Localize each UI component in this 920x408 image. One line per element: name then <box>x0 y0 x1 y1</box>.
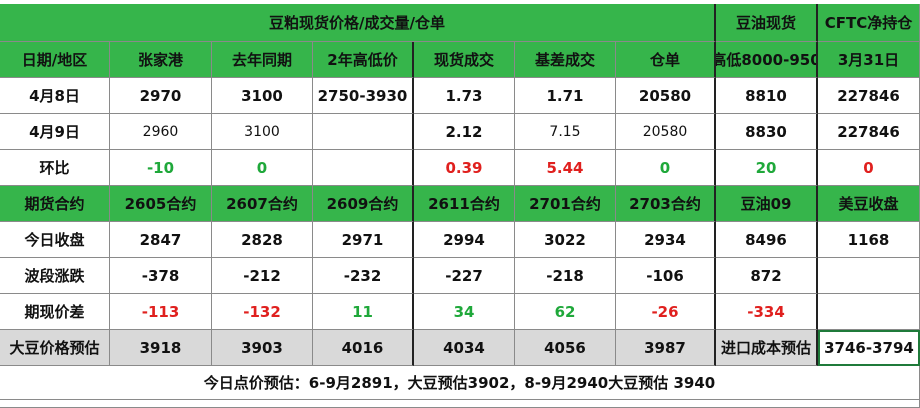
data-cell: 4016 <box>313 330 414 366</box>
header-cell: 现货成交 <box>414 42 515 78</box>
data-cell: 2.12 <box>414 114 515 150</box>
data-cell: -132 <box>212 294 313 330</box>
data-cell: 3746-3794 <box>818 330 920 366</box>
data-cell: 3100 <box>212 114 313 150</box>
data-cell: 进口成本预估 <box>716 330 818 366</box>
header-cell: 张家港 <box>110 42 212 78</box>
footer-note: 今日点价预估：6-9月2891，大豆预估3902，8-9月2940大豆预估 39… <box>0 366 920 400</box>
data-cell <box>313 150 414 186</box>
header-cell: 环比 <box>0 150 110 186</box>
data-cell: 4034 <box>414 330 515 366</box>
data-cell: -26 <box>616 294 716 330</box>
data-cell: -113 <box>110 294 212 330</box>
data-cell: 0 <box>818 150 920 186</box>
data-cell: 0 <box>616 150 716 186</box>
header-cell: 2703合约 <box>616 186 716 222</box>
data-cell: 2994 <box>414 222 515 258</box>
data-cell: -212 <box>212 258 313 294</box>
header-cell: 2605合约 <box>110 186 212 222</box>
data-cell: 2934 <box>616 222 716 258</box>
section-title: 豆油现货 <box>716 4 818 42</box>
data-cell: 8810 <box>716 78 818 114</box>
data-cell: 7.15 <box>515 114 616 150</box>
data-cell: 8496 <box>716 222 818 258</box>
data-cell: -334 <box>716 294 818 330</box>
empty-row <box>0 400 920 408</box>
header-cell: 2609合约 <box>313 186 414 222</box>
data-cell: 3100 <box>212 78 313 114</box>
header-cell: 今日收盘 <box>0 222 110 258</box>
data-cell: 2847 <box>110 222 212 258</box>
data-cell: 20 <box>716 150 818 186</box>
data-cell: 1168 <box>818 222 920 258</box>
data-cell <box>313 114 414 150</box>
data-cell: -10 <box>110 150 212 186</box>
data-cell: 3022 <box>515 222 616 258</box>
data-cell: 2960 <box>110 114 212 150</box>
header-cell: 仓单 <box>616 42 716 78</box>
header-cell: 2607合约 <box>212 186 313 222</box>
data-cell: 2971 <box>313 222 414 258</box>
data-cell: 0.39 <box>414 150 515 186</box>
header-cell: 豆油09 <box>716 186 818 222</box>
header-cell: 基差成交 <box>515 42 616 78</box>
data-cell: 1.73 <box>414 78 515 114</box>
data-cell: 20580 <box>616 114 716 150</box>
header-cell: 3月31日 <box>818 42 920 78</box>
data-cell: -378 <box>110 258 212 294</box>
data-cell: 3987 <box>616 330 716 366</box>
header-cell: 期现价差 <box>0 294 110 330</box>
data-cell: 227846 <box>818 114 920 150</box>
section-title: 豆粕现货价格/成交量/仓单 <box>0 4 716 42</box>
header-cell: 4月8日 <box>0 78 110 114</box>
data-cell: 2828 <box>212 222 313 258</box>
data-cell <box>818 294 920 330</box>
header-cell: 美豆收盘 <box>818 186 920 222</box>
data-cell: 4056 <box>515 330 616 366</box>
header-cell: 4月9日 <box>0 114 110 150</box>
data-cell: 34 <box>414 294 515 330</box>
data-cell: -232 <box>313 258 414 294</box>
data-cell: 0 <box>212 150 313 186</box>
data-cell <box>818 258 920 294</box>
header-cell: 去年同期 <box>212 42 313 78</box>
data-cell: 2970 <box>110 78 212 114</box>
header-cell: 大豆价格预估 <box>0 330 110 366</box>
data-cell: -227 <box>414 258 515 294</box>
data-cell: 11 <box>313 294 414 330</box>
header-cell: 日期/地区 <box>0 42 110 78</box>
data-cell: 3918 <box>110 330 212 366</box>
header-cell: 期货合约 <box>0 186 110 222</box>
header-cell: 2年高低价 <box>313 42 414 78</box>
data-cell: 1.71 <box>515 78 616 114</box>
header-cell: 2701合约 <box>515 186 616 222</box>
data-cell: 8830 <box>716 114 818 150</box>
data-cell: 872 <box>716 258 818 294</box>
data-cell: 2750-3930 <box>313 78 414 114</box>
header-cell: 2611合约 <box>414 186 515 222</box>
data-cell: 227846 <box>818 78 920 114</box>
data-cell: 3903 <box>212 330 313 366</box>
header-cell: 波段涨跌 <box>0 258 110 294</box>
data-cell: 5.44 <box>515 150 616 186</box>
data-cell: -106 <box>616 258 716 294</box>
header-cell: 高低8000-950 <box>716 42 818 78</box>
data-cell: -218 <box>515 258 616 294</box>
data-cell: 20580 <box>616 78 716 114</box>
data-cell: 62 <box>515 294 616 330</box>
section-title: CFTC净持仓 <box>818 4 920 42</box>
